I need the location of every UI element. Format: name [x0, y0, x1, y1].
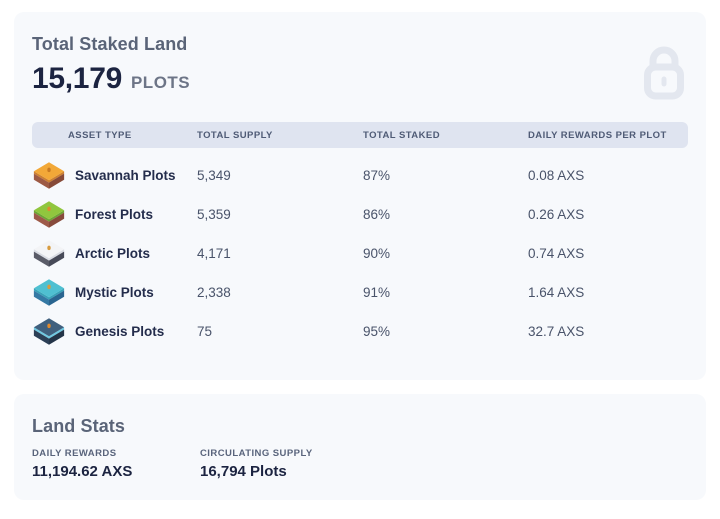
- total-supply-value: 5,349: [197, 168, 231, 183]
- column-header-total-staked: TOTAL STAKED: [363, 129, 441, 141]
- circulating-supply-label: CIRCULATING SUPPLY: [200, 448, 313, 459]
- table-row-genesis: Genesis Plots 75 95% 32.7 AXS: [32, 312, 688, 351]
- asset-cell: Mystic Plots: [32, 278, 197, 307]
- daily-rewards-label: DAILY REWARDS: [32, 448, 117, 459]
- asset-name: Mystic Plots: [75, 285, 154, 300]
- asset-cell: Genesis Plots: [32, 317, 197, 346]
- asset-name: Arctic Plots: [75, 246, 151, 261]
- genesis-plot-icon: [33, 318, 65, 345]
- asset-cell: Savannah Plots: [32, 161, 197, 190]
- circulating-supply-value: 16,794 Plots: [200, 463, 287, 480]
- daily-reward-per-plot: 0.08 AXS: [528, 168, 585, 183]
- mystic-plot-icon: [33, 279, 65, 306]
- total-staked-percent: 90%: [363, 246, 391, 261]
- table-header-row: ASSET TYPE TOTAL SUPPLY TOTAL STAKED DAI…: [32, 122, 688, 148]
- total-staked-percent: 91%: [363, 285, 391, 300]
- savannah-plot-icon: [33, 162, 65, 189]
- lock-icon: [644, 46, 684, 100]
- column-header-total-supply: TOTAL SUPPLY: [197, 129, 273, 141]
- total-staked-value: 15,179: [32, 62, 122, 95]
- total-supply-value: 4,171: [197, 246, 231, 261]
- total-supply-value: 75: [197, 324, 213, 339]
- daily-reward-per-plot: 1.64 AXS: [528, 285, 585, 300]
- forest-plot-icon: [33, 201, 65, 228]
- total-staked-percent: 87%: [363, 168, 391, 183]
- asset-name: Savannah Plots: [75, 168, 176, 183]
- total-staked-land-title: Total Staked Land: [32, 34, 188, 54]
- daily-reward-per-plot: 32.7 AXS: [528, 324, 585, 339]
- daily-reward-per-plot: 0.74 AXS: [528, 246, 585, 261]
- land-stats-card: Land Stats DAILY REWARDS 11,194.62 AXS C…: [14, 394, 706, 500]
- daily-reward-per-plot: 0.26 AXS: [528, 207, 585, 222]
- column-header-asset-type: ASSET TYPE: [68, 129, 132, 141]
- total-staked-unit: PLOTS: [130, 73, 191, 92]
- total-supply-value: 5,359: [197, 207, 231, 222]
- table-row-arctic: Arctic Plots 4,171 90% 0.74 AXS: [32, 234, 688, 273]
- total-staked-percent: 86%: [363, 207, 391, 222]
- table-row-forest: Forest Plots 5,359 86% 0.26 AXS: [32, 195, 688, 234]
- land-stats-title: Land Stats: [32, 416, 126, 436]
- asset-table-body: Savannah Plots 5,349 87% 0.08 AXS Fores: [32, 156, 688, 351]
- daily-rewards-value: 11,194.62 AXS: [32, 463, 133, 480]
- asset-cell: Forest Plots: [32, 200, 197, 229]
- total-staked-percent: 95%: [363, 324, 391, 339]
- asset-cell: Arctic Plots: [32, 239, 197, 268]
- table-row-mystic: Mystic Plots 2,338 91% 1.64 AXS: [32, 273, 688, 312]
- land-stats-row: DAILY REWARDS 11,194.62 AXS CIRCULATING …: [32, 448, 688, 480]
- arctic-plot-icon: [33, 240, 65, 267]
- daily-rewards-stat: DAILY REWARDS 11,194.62 AXS: [32, 448, 200, 480]
- total-staked-land-card: Total Staked Land 15,179 PLOTS ASSET TYP…: [14, 12, 706, 380]
- asset-name: Forest Plots: [75, 207, 154, 222]
- circulating-supply-stat: CIRCULATING SUPPLY 16,794 Plots: [200, 448, 313, 480]
- table-row-savannah: Savannah Plots 5,349 87% 0.08 AXS: [32, 156, 688, 195]
- total-supply-value: 2,338: [197, 285, 231, 300]
- total-staked-summary: 15,179 PLOTS: [32, 62, 688, 96]
- column-header-daily-rewards: DAILY REWARDS PER PLOT: [528, 129, 667, 141]
- asset-name: Genesis Plots: [75, 324, 165, 339]
